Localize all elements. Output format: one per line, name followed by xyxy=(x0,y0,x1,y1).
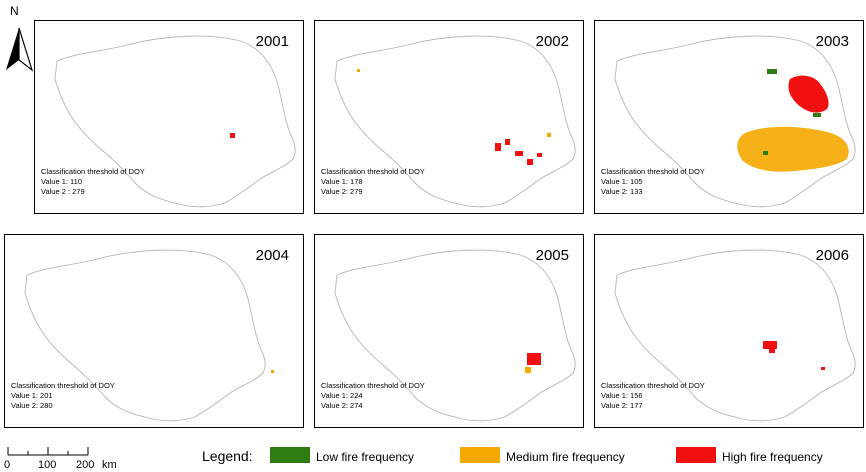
region-outline xyxy=(334,35,576,208)
region-map xyxy=(614,35,856,208)
map-panel-2003: 2003 Classification threshold of DOY Val… xyxy=(594,20,864,214)
threshold-value1: Value 1: 201 xyxy=(11,391,53,400)
legend-label-low: Low fire frequency xyxy=(316,450,415,464)
scale-tick-100: 100 xyxy=(38,459,57,471)
scale-tick-200: 200 xyxy=(76,459,95,471)
legend-swatch-medium xyxy=(460,447,500,463)
region-outline xyxy=(54,35,296,208)
fire-patch-high xyxy=(763,341,777,349)
panel-year: 2004 xyxy=(255,247,289,264)
threshold-title: Classification threshold of DOY xyxy=(11,381,115,390)
region-map xyxy=(334,35,576,208)
north-label: N xyxy=(10,4,19,18)
fire-patch-low xyxy=(767,69,777,74)
fire-patch-high xyxy=(527,159,533,165)
legend-label-medium: Medium fire frequency xyxy=(506,450,625,464)
threshold-value1: Value 1: 178 xyxy=(321,177,363,186)
threshold-value2: Value 2: 274 xyxy=(321,401,363,410)
fire-patch-medium xyxy=(737,126,849,172)
panel-year: 2003 xyxy=(815,33,849,50)
fire-patch-high xyxy=(537,153,542,157)
scale-bar: 0 100 200 km xyxy=(4,437,134,471)
map-panel-2004: 2004 Classification threshold of DOY Val… xyxy=(4,234,304,428)
fire-patch-medium xyxy=(271,370,274,373)
map-panel-2005: 2005 Classification threshold of DOY Val… xyxy=(314,234,584,428)
threshold-value2: Value 2: 177 xyxy=(601,401,643,410)
fire-patch-high xyxy=(505,139,510,145)
threshold-title: Classification threshold of DOY xyxy=(601,381,705,390)
region-outline xyxy=(614,35,856,208)
threshold-text: Classification threshold of DOY Value 1:… xyxy=(11,381,115,411)
threshold-text: Classification threshold of DOY Value 1:… xyxy=(601,167,705,197)
panel-year: 2005 xyxy=(535,247,569,264)
threshold-text: Classification threshold of DOY Value 1:… xyxy=(321,167,425,197)
fire-patch-high xyxy=(495,143,501,151)
threshold-value1: Value 1: 105 xyxy=(601,177,643,186)
threshold-value1: Value 1: 156 xyxy=(601,391,643,400)
fire-patch-medium xyxy=(525,367,531,373)
region-map xyxy=(24,249,274,422)
threshold-text: Classification threshold of DOY Value 1:… xyxy=(601,381,705,411)
scale-unit: km xyxy=(102,459,117,471)
threshold-title: Classification threshold of DOY xyxy=(321,167,425,176)
region-map xyxy=(614,249,856,422)
panel-year: 2001 xyxy=(255,33,289,50)
fire-patch-low xyxy=(813,113,821,117)
threshold-value2: Value 2: 133 xyxy=(601,187,643,196)
fire-patch-low xyxy=(763,151,768,155)
region-map xyxy=(54,35,296,208)
map-panel-2006: 2006 Classification threshold of DOY Val… xyxy=(594,234,864,428)
threshold-text: Classification threshold of DOY Value 1:… xyxy=(321,381,425,411)
scale-tick-0: 0 xyxy=(4,459,11,471)
legend-label-high: High fire frequency xyxy=(722,450,823,464)
panel-year: 2006 xyxy=(815,247,849,264)
legend-swatch-high xyxy=(676,447,716,463)
legend-swatch-low xyxy=(270,447,310,463)
fire-patch-high xyxy=(527,353,541,365)
threshold-value1: Value 1: 110 xyxy=(41,177,83,186)
fire-patch-high xyxy=(515,151,523,156)
scale-bar-graphic xyxy=(7,447,89,456)
threshold-title: Classification threshold of DOY xyxy=(41,167,145,176)
region-outline xyxy=(614,249,856,422)
fire-patch-high xyxy=(821,367,825,370)
region-map xyxy=(334,249,576,422)
threshold-value2: Value 2: 279 xyxy=(321,187,363,196)
north-arrow-icon xyxy=(6,27,34,72)
fire-patch-high xyxy=(230,133,235,138)
legend-title: Legend: xyxy=(202,448,253,464)
threshold-title: Classification threshold of DOY xyxy=(321,381,425,390)
map-panel-2001: 2001 Classification threshold of DOY Val… xyxy=(34,20,304,214)
fire-patch-medium xyxy=(357,69,360,72)
region-outline xyxy=(24,249,266,422)
threshold-text: Classification threshold of DOY Value 1:… xyxy=(41,167,145,197)
threshold-value2: Value 2 : 279 xyxy=(41,187,85,196)
fire-patch-high xyxy=(769,349,775,353)
map-panel-2002: 2002 Classification threshold of DOY Val… xyxy=(314,20,584,214)
threshold-value1: Value 1: 224 xyxy=(321,391,363,400)
threshold-title: Classification threshold of DOY xyxy=(601,167,705,176)
fire-patch-high xyxy=(788,75,829,113)
fire-patch-medium xyxy=(547,133,551,137)
panel-year: 2002 xyxy=(535,33,569,50)
threshold-value2: Value 2: 280 xyxy=(11,401,53,410)
region-outline xyxy=(334,249,576,422)
